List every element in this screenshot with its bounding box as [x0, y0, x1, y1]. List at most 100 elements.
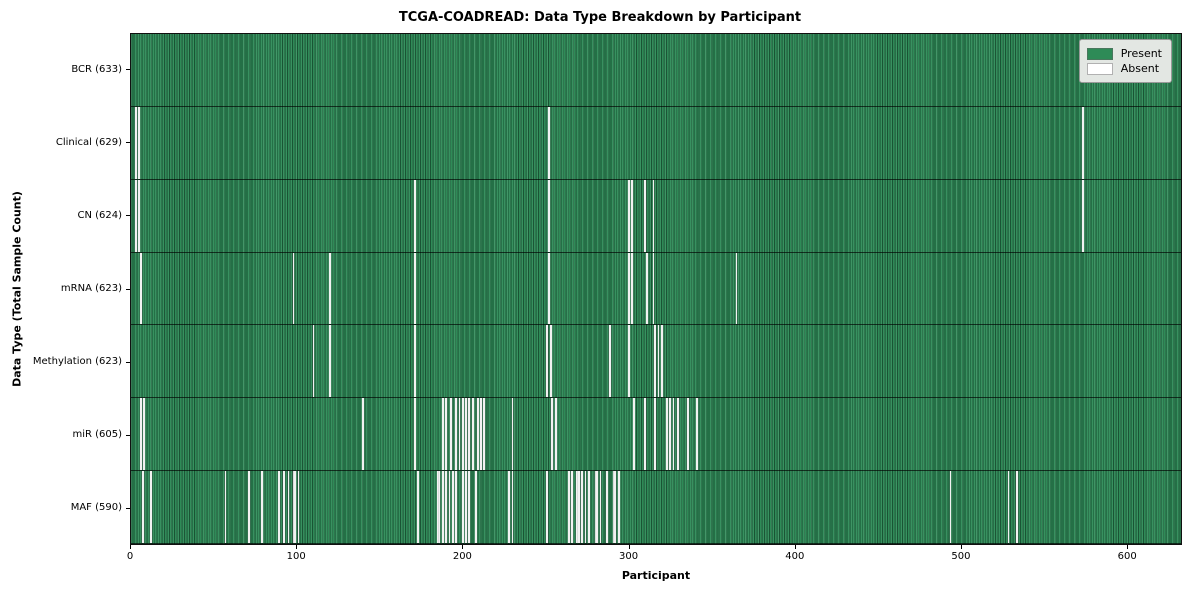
absent-marker	[1007, 471, 1010, 544]
x-tick-mark	[296, 545, 298, 549]
x-tick-mark	[960, 545, 962, 549]
row-clinical	[131, 106, 1181, 180]
y-tick-label: miR (605)	[72, 429, 122, 441]
absent-marker	[150, 471, 152, 544]
x-tick-mark	[130, 545, 131, 549]
x-tick-mark	[794, 545, 796, 549]
legend-swatch-absent	[1086, 62, 1113, 75]
absent-marker	[584, 471, 587, 544]
absent-marker	[455, 471, 457, 544]
absent-marker	[292, 252, 295, 325]
y-tick-mark	[126, 142, 130, 144]
absent-marker	[546, 325, 549, 398]
row-bcr	[131, 34, 1181, 107]
row-methylation	[131, 325, 1181, 399]
x-tick-label: 100	[286, 551, 306, 562]
absent-marker	[140, 252, 142, 325]
x-axis-label: Participant	[621, 569, 691, 582]
legend-label-present: Present	[1120, 47, 1162, 60]
absent-marker	[665, 398, 668, 471]
absent-marker	[657, 325, 660, 398]
y-tick-label: Methylation (623)	[32, 356, 122, 368]
absent-marker	[511, 471, 514, 544]
x-tick-label: 200	[452, 551, 472, 562]
absent-marker	[451, 471, 454, 544]
absent-marker	[292, 471, 295, 544]
absent-marker	[417, 471, 419, 544]
absent-marker	[413, 179, 416, 252]
row-maf	[131, 471, 1181, 545]
absent-marker	[632, 398, 635, 471]
absent-marker	[644, 179, 647, 252]
absent-marker	[413, 398, 416, 471]
y-tick-mark	[126, 69, 130, 71]
absent-marker	[138, 106, 141, 179]
absent-marker	[138, 179, 141, 252]
y-tick-label: MAF (590)	[70, 502, 122, 514]
absent-marker	[687, 398, 690, 471]
y-tick-mark	[126, 288, 130, 290]
absent-marker	[261, 471, 263, 544]
absent-marker	[654, 398, 657, 471]
absent-marker	[413, 252, 416, 325]
absent-marker	[735, 252, 738, 325]
absent-marker	[362, 398, 365, 471]
absent-marker	[445, 471, 448, 544]
absent-marker	[1082, 106, 1085, 179]
row-mir	[131, 398, 1181, 472]
x-tick-label: 300	[619, 551, 639, 562]
absent-marker	[277, 471, 280, 544]
absent-marker	[548, 106, 550, 179]
absent-marker	[224, 471, 227, 544]
absent-marker	[627, 179, 630, 252]
absent-marker	[677, 398, 680, 471]
absent-marker	[1015, 471, 1018, 544]
absent-marker	[645, 252, 648, 325]
absent-marker	[627, 325, 630, 398]
absent-marker	[549, 325, 552, 398]
legend-entry-absent: Absent	[1086, 62, 1162, 75]
absent-marker	[596, 471, 598, 544]
absent-marker	[551, 398, 554, 471]
y-tick-mark	[126, 507, 130, 509]
absent-marker	[546, 471, 549, 544]
absent-marker	[654, 325, 657, 398]
absent-marker	[669, 398, 671, 471]
y-tick-label: CN (624)	[77, 209, 122, 221]
legend-entry-present: Present	[1086, 47, 1162, 60]
absent-marker	[438, 471, 441, 544]
absent-marker	[471, 398, 474, 471]
absent-marker	[413, 325, 416, 398]
absent-marker	[508, 471, 511, 544]
absent-marker	[511, 398, 514, 471]
x-tick-label: 0	[126, 551, 134, 562]
absent-marker	[475, 471, 477, 544]
x-tick-label: 500	[951, 551, 971, 562]
absent-marker	[581, 471, 584, 544]
absent-marker	[949, 471, 952, 544]
absent-marker	[282, 471, 285, 544]
x-tick-mark	[628, 545, 630, 549]
absent-marker	[483, 398, 486, 471]
absent-marker	[465, 398, 467, 471]
absent-marker	[476, 398, 479, 471]
absent-marker	[461, 471, 464, 544]
absent-marker	[441, 398, 444, 471]
y-tick-mark	[126, 215, 130, 217]
absent-marker	[617, 471, 620, 544]
y-tick-mark	[126, 434, 130, 436]
y-tick-label: BCR (633)	[71, 63, 122, 75]
absent-marker	[480, 398, 482, 471]
absent-marker	[568, 471, 570, 544]
absent-marker	[554, 398, 557, 471]
absent-marker	[135, 106, 137, 179]
absent-marker	[594, 471, 597, 544]
absent-marker	[599, 471, 602, 544]
absent-marker	[627, 252, 630, 325]
x-tick-mark	[462, 545, 464, 549]
row-cn	[131, 179, 1181, 253]
absent-marker	[577, 471, 580, 544]
legend-label-absent: Absent	[1120, 62, 1160, 75]
absent-marker	[614, 471, 617, 544]
x-tick-label: 400	[785, 551, 805, 562]
